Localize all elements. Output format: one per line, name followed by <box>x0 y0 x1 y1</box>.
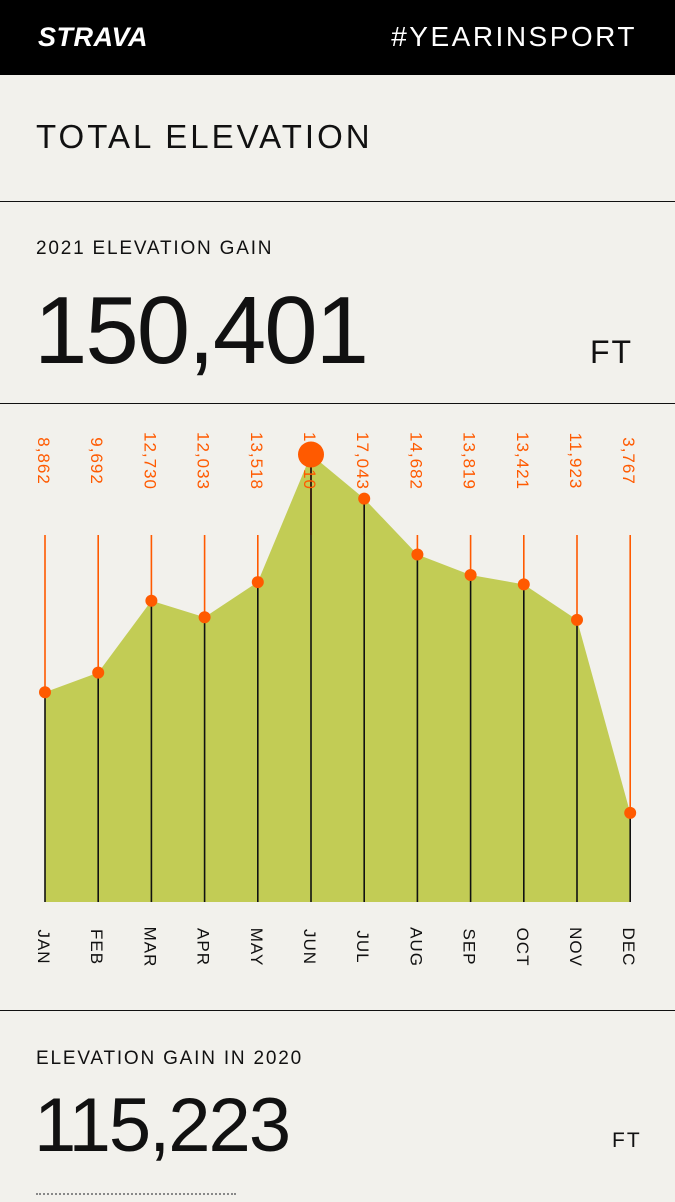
month-label-oct: OCT <box>513 928 532 967</box>
data-point-oct <box>517 578 530 591</box>
value-label-aug: 14,682 <box>406 432 425 490</box>
hashtag-label: #YEARINSPORT <box>391 21 637 52</box>
month-label-apr: APR <box>194 928 213 966</box>
previous-year-label: ELEVATION GAIN IN 2020 <box>36 1048 303 1069</box>
value-label-mar: 12,730 <box>140 432 159 490</box>
section-title: TOTAL ELEVATION <box>36 118 373 155</box>
data-point-apr <box>198 611 211 624</box>
data-point-jul <box>358 492 371 505</box>
previous-year-total: 115,223 <box>34 1083 291 1168</box>
month-label-jun: JUN <box>300 929 319 965</box>
strava-logo: STRAVA <box>38 22 148 52</box>
current-year-unit: FT <box>590 334 634 370</box>
data-point-mar <box>145 594 158 607</box>
month-label-mar: MAR <box>140 927 159 968</box>
divider-top <box>0 201 675 202</box>
data-point-jun <box>298 441 324 468</box>
month-label-nov: NOV <box>566 927 585 967</box>
value-label-jan: 8,862 <box>34 437 53 485</box>
data-point-dec <box>624 806 637 819</box>
value-label-nov: 11,923 <box>566 433 585 490</box>
data-point-jan <box>39 686 51 699</box>
value-label-dec: 3,767 <box>619 437 638 485</box>
data-point-sep <box>464 568 477 581</box>
elevation-area <box>45 454 631 902</box>
month-label-sep: SEP <box>460 928 479 965</box>
month-label-aug: AUG <box>406 927 425 967</box>
value-label-feb: 9,692 <box>87 437 106 485</box>
value-label-sep: 13,819 <box>460 432 479 490</box>
data-point-feb <box>92 666 105 679</box>
value-label-oct: 13,421 <box>513 432 532 490</box>
header-bar: STRAVA #YEARINSPORT <box>0 0 675 75</box>
previous-year-unit: FT <box>612 1129 642 1152</box>
current-year-label: 2021 ELEVATION GAIN <box>36 238 274 259</box>
data-point-may <box>251 576 264 589</box>
value-label-jun: 18,910 <box>300 432 319 490</box>
divider-chart-bottom <box>0 1010 675 1011</box>
month-label-jul: JUL <box>353 930 372 963</box>
data-point-nov <box>571 613 583 626</box>
value-label-apr: 12,033 <box>194 432 213 490</box>
month-label-dec: DEC <box>619 928 638 967</box>
month-label-feb: FEB <box>87 929 106 965</box>
data-point-aug <box>411 548 424 561</box>
month-label-may: MAY <box>247 928 266 967</box>
monthly-elevation-chart: 8,862 JAN 9,692 FEB 12,730 MAR 12,033 APR 13,518… <box>34 432 638 968</box>
next-section-hint <box>36 1193 236 1202</box>
month-label-jan: JAN <box>34 929 53 964</box>
divider-chart-top <box>0 403 675 404</box>
value-label-may: 13,518 <box>247 432 266 490</box>
current-year-total: 150,401 <box>34 277 369 384</box>
value-label-jul: 17,043 <box>353 432 372 490</box>
